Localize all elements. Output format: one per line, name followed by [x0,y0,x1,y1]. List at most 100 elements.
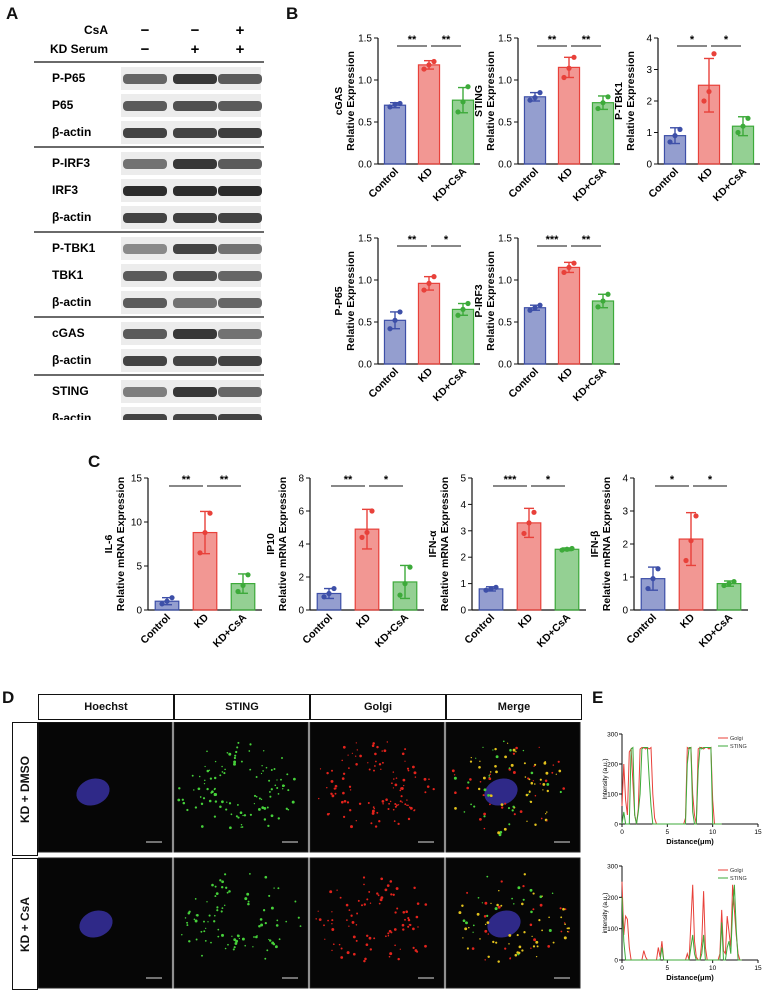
nucleus [76,778,110,806]
signal-dot [566,927,569,930]
x-tick-label: 0 [620,965,624,972]
signal-dot [213,776,217,780]
signal-dot [326,786,328,789]
signal-dot [226,891,229,894]
signal-dot [236,746,239,749]
signal-dot [282,788,284,790]
signal-dot [406,799,408,801]
blot-condition-sign: − [141,22,150,39]
signal-dot [214,760,217,763]
y-axis-label: IFN-αRelative mRNA Expression [427,477,451,611]
chart-ip10: IP10Relative mRNA Expression 0 2 4 6 8 Control… [265,474,424,650]
nucleus [484,778,518,806]
significance-label: * [708,474,713,486]
signal-dot [350,825,353,829]
y-tick-label: 1.5 [498,34,512,45]
y-tick-label: 10 [131,518,143,529]
x-tick-label: Control [646,166,681,201]
legend-label: Golgi [730,736,743,742]
series-sting [621,884,742,961]
y-axis-label: intensity (a.u.) [602,893,609,934]
signal-dot [223,904,226,907]
signal-dot [558,769,562,773]
y-tick-label: 0 [136,606,142,617]
signal-dot [341,759,343,762]
signal-dot [294,900,297,903]
x-axis-label: Distance(μm) [666,973,714,982]
signal-dot [562,907,565,911]
signal-dot [348,767,350,769]
signal-dot [184,917,187,919]
signal-dot [329,890,333,894]
x-tick-label: KD+CsA [535,611,574,650]
signal-dot [215,892,219,895]
signal-dot [489,794,492,797]
signal-dot [535,955,538,958]
blot-row-label: β-actin [52,295,91,309]
signal-dot [404,803,407,806]
y-tick-label: 0.5 [498,118,512,129]
data-point [605,94,611,100]
signal-dot [257,807,261,811]
signal-dot [506,742,509,744]
signal-dot [516,934,519,937]
signal-dot [363,959,366,963]
blot-row-label: β-actin [52,125,91,139]
signal-dot [351,920,355,924]
blot-band [173,244,217,254]
signal-dot [533,938,537,942]
signal-dot [318,918,322,921]
signal-dot [500,904,503,907]
y-axis-label: Intensity (a.u.) [602,758,609,799]
significance-label: * [690,34,695,46]
x-tick-label: Control [366,366,401,401]
signal-dot [244,944,246,947]
signal-dot [267,824,270,828]
signal-dot [376,892,379,895]
signal-dot [338,943,341,946]
signal-dot [466,786,470,790]
signal-dot [235,815,238,818]
signal-dot [263,806,267,810]
signal-dot [204,940,207,942]
blot-band [173,159,217,169]
signal-dot [255,795,258,798]
signal-dot [413,886,416,890]
y-tick-label: 0.5 [358,118,372,129]
bar-kd [417,64,441,165]
data-point [460,306,466,312]
signal-dot [404,760,406,762]
signal-dot [355,742,357,744]
signal-dot [352,952,356,956]
data-point [688,538,694,544]
signal-dot [489,771,492,773]
x-tick-label: Control [462,612,497,647]
signal-dot [249,743,252,746]
signal-dot [371,811,375,815]
signal-dot [391,782,393,785]
data-point [245,572,251,578]
signal-dot [319,768,322,770]
micro-col-header-sting: STING [174,694,310,720]
signal-dot [253,803,255,805]
signal-dot [285,920,288,923]
signal-dot [409,923,412,927]
signal-dot [208,799,212,803]
data-point [526,520,532,526]
signal-dot [342,772,346,775]
signal-dot [546,811,548,813]
y-tick-label: 0.0 [498,160,512,171]
signal-dot [404,918,406,921]
signal-dot [399,948,401,950]
data-point [421,66,427,72]
signal-dot [291,800,295,804]
signal-dot [407,769,410,772]
signal-dot [385,935,387,938]
signal-dot [385,798,388,801]
blot-band [218,101,262,111]
y-tick-label: 1.0 [498,76,512,87]
signal-dot [211,883,214,887]
signal-dot [399,800,402,803]
